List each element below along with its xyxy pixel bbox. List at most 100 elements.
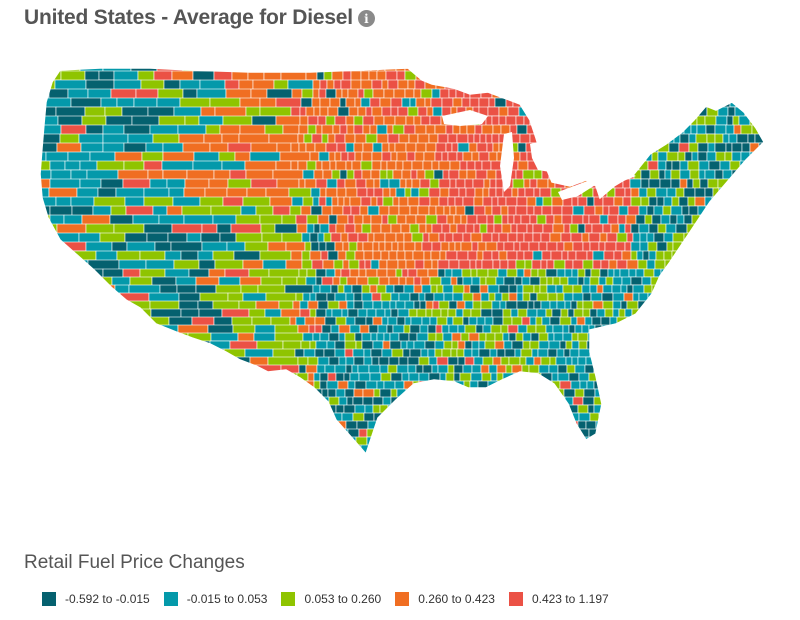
- county-region[interactable]: [404, 187, 412, 199]
- county-region[interactable]: [571, 214, 584, 226]
- county-region[interactable]: [340, 151, 349, 163]
- county-region[interactable]: [624, 223, 632, 235]
- county-region[interactable]: [491, 196, 499, 208]
- county-region[interactable]: [648, 223, 659, 235]
- county-region[interactable]: [410, 187, 420, 198]
- county-region[interactable]: [505, 364, 513, 375]
- county-region[interactable]: [110, 205, 127, 217]
- county-region[interactable]: [493, 223, 503, 235]
- county-region[interactable]: [572, 396, 584, 406]
- county-region[interactable]: [417, 205, 430, 216]
- county-region[interactable]: [522, 340, 531, 351]
- county-region[interactable]: [643, 268, 655, 278]
- county-region[interactable]: [607, 268, 615, 279]
- county-region[interactable]: [301, 259, 313, 270]
- county-region[interactable]: [582, 308, 591, 318]
- county-region[interactable]: [563, 348, 571, 358]
- county-region[interactable]: [376, 332, 385, 342]
- county-region[interactable]: [317, 356, 330, 367]
- county-region[interactable]: [456, 348, 465, 358]
- county-region[interactable]: [672, 232, 685, 243]
- county-region[interactable]: [166, 205, 183, 217]
- county-region[interactable]: [184, 115, 200, 127]
- county-region[interactable]: [490, 372, 498, 382]
- county-region[interactable]: [530, 268, 539, 278]
- county-region[interactable]: [403, 284, 415, 295]
- county-region[interactable]: [596, 308, 606, 319]
- county-region[interactable]: [299, 106, 307, 117]
- county-region[interactable]: [563, 388, 576, 399]
- county-region[interactable]: [526, 205, 535, 216]
- county-region[interactable]: [656, 196, 665, 208]
- county-region[interactable]: [648, 196, 658, 207]
- county-region[interactable]: [312, 332, 321, 342]
- county-region[interactable]: [488, 151, 498, 163]
- county-region[interactable]: [707, 178, 719, 189]
- county-region[interactable]: [552, 223, 565, 234]
- county-region[interactable]: [300, 340, 311, 350]
- county-region[interactable]: [392, 324, 405, 334]
- county-region[interactable]: [373, 178, 381, 190]
- county-region[interactable]: [704, 187, 714, 198]
- county-region[interactable]: [492, 259, 501, 270]
- county-region[interactable]: [551, 205, 563, 216]
- county-region[interactable]: [545, 324, 554, 334]
- county-region[interactable]: [592, 300, 604, 310]
- county-region[interactable]: [529, 276, 541, 287]
- county-region[interactable]: [381, 316, 389, 327]
- county-region[interactable]: [346, 396, 354, 407]
- county-region[interactable]: [741, 142, 751, 153]
- county-region[interactable]: [420, 88, 433, 100]
- county-region[interactable]: [305, 142, 316, 153]
- county-region[interactable]: [345, 115, 355, 126]
- county-region[interactable]: [378, 356, 390, 367]
- county-region[interactable]: [592, 250, 605, 262]
- county-region[interactable]: [582, 241, 591, 253]
- county-region[interactable]: [462, 276, 473, 287]
- county-region[interactable]: [553, 332, 564, 343]
- county-region[interactable]: [434, 124, 447, 135]
- county-region[interactable]: [149, 124, 179, 136]
- county-region[interactable]: [323, 348, 336, 359]
- county-region[interactable]: [473, 196, 484, 207]
- county-region[interactable]: [335, 223, 346, 235]
- county-region[interactable]: [197, 300, 214, 311]
- county-region[interactable]: [401, 268, 409, 279]
- county-region[interactable]: [438, 232, 446, 243]
- county-region[interactable]: [332, 124, 341, 135]
- county-region[interactable]: [378, 241, 386, 253]
- county-region[interactable]: [64, 160, 81, 171]
- county-region[interactable]: [444, 232, 454, 244]
- county-region[interactable]: [507, 232, 518, 243]
- county-region[interactable]: [162, 169, 188, 180]
- county-region[interactable]: [488, 364, 498, 375]
- county-region[interactable]: [425, 308, 433, 319]
- county-region[interactable]: [330, 232, 342, 243]
- county-region[interactable]: [611, 284, 622, 295]
- county-region[interactable]: [697, 151, 708, 162]
- county-region[interactable]: [437, 268, 446, 279]
- county-region[interactable]: [654, 259, 666, 271]
- county-region[interactable]: [332, 276, 341, 287]
- county-region[interactable]: [586, 250, 594, 262]
- county-region[interactable]: [537, 268, 547, 279]
- county-region[interactable]: [590, 292, 603, 302]
- county-region[interactable]: [325, 187, 338, 199]
- county-region[interactable]: [582, 396, 595, 406]
- county-region[interactable]: [334, 241, 344, 253]
- county-region[interactable]: [326, 340, 336, 350]
- county-region[interactable]: [330, 324, 340, 334]
- county-region[interactable]: [529, 316, 537, 327]
- county-region[interactable]: [334, 348, 346, 359]
- county-region[interactable]: [315, 292, 328, 303]
- county-region[interactable]: [324, 364, 336, 374]
- county-region[interactable]: [587, 404, 595, 415]
- county-region[interactable]: [431, 160, 440, 171]
- county-region[interactable]: [540, 259, 548, 271]
- county-region[interactable]: [378, 259, 388, 270]
- county-region[interactable]: [219, 232, 237, 244]
- county-region[interactable]: [372, 340, 384, 350]
- county-region[interactable]: [479, 284, 489, 294]
- county-region[interactable]: [89, 151, 116, 163]
- county-region[interactable]: [466, 169, 477, 181]
